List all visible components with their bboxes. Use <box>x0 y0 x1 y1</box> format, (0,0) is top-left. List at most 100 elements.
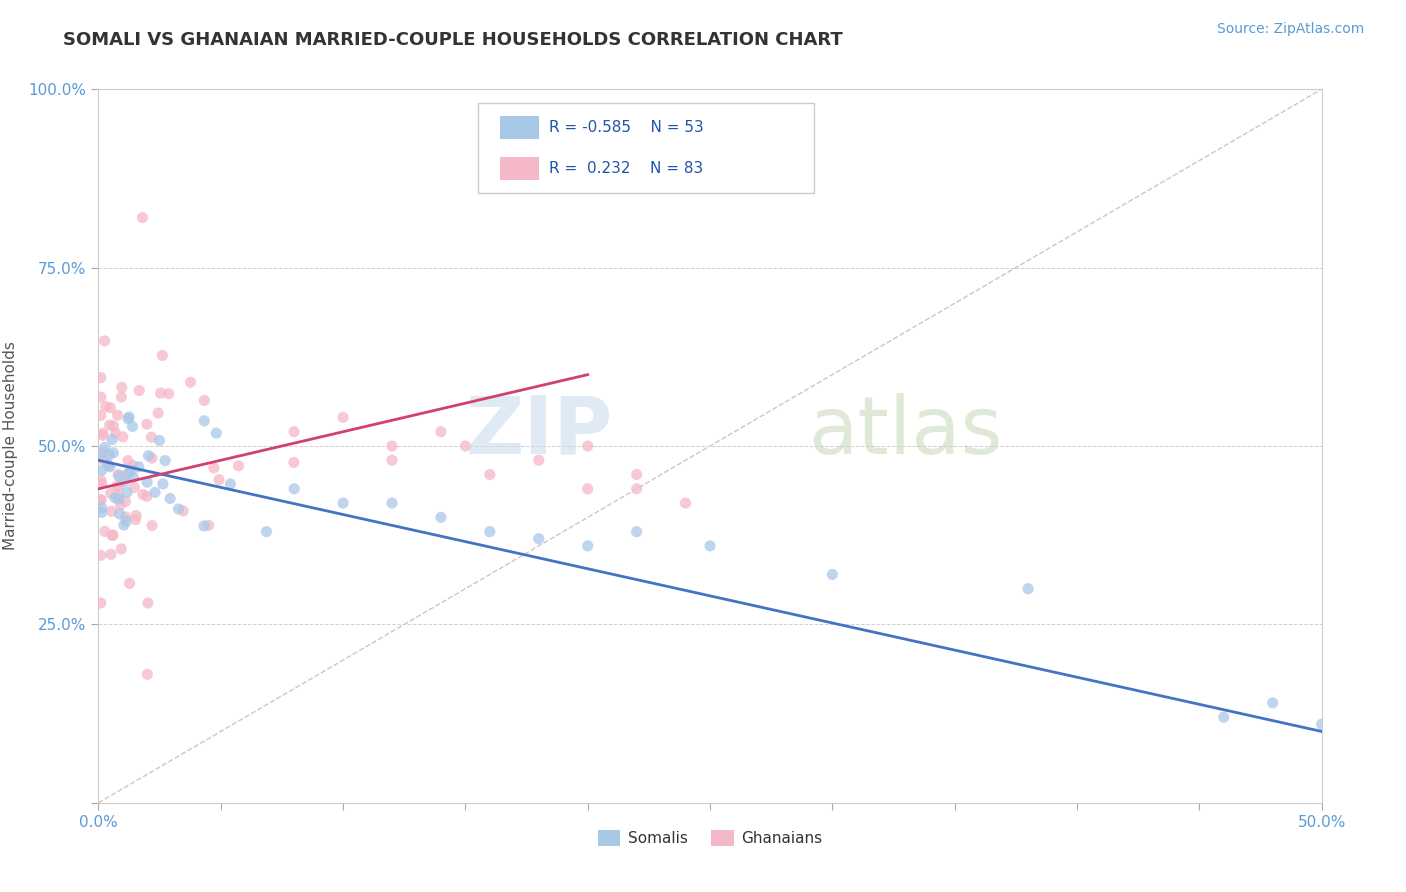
Point <box>128 384 150 398</box>
Point <box>256 524 278 539</box>
Point <box>107 491 129 506</box>
Point <box>146 406 169 420</box>
Point <box>101 528 124 542</box>
Point <box>283 455 305 469</box>
Point <box>193 519 215 533</box>
Point <box>97 458 120 473</box>
Point <box>136 475 159 490</box>
Point <box>104 491 127 505</box>
Point <box>118 409 141 424</box>
Point <box>101 433 124 447</box>
Point <box>153 453 176 467</box>
Point <box>228 458 250 473</box>
Point <box>108 469 131 483</box>
Point <box>172 504 194 518</box>
Point <box>626 467 648 482</box>
Point <box>115 514 138 528</box>
Point <box>821 567 844 582</box>
Point <box>91 428 114 442</box>
Point <box>100 547 122 561</box>
Point <box>159 491 181 506</box>
Point <box>103 446 125 460</box>
Point <box>136 596 159 610</box>
Point <box>141 518 163 533</box>
Text: Source: ZipAtlas.com: Source: ZipAtlas.com <box>1216 22 1364 37</box>
Point <box>219 476 242 491</box>
Point <box>128 459 150 474</box>
Point <box>381 439 404 453</box>
Point <box>110 498 132 512</box>
Text: SOMALI VS GHANAIAN MARRIED-COUPLE HOUSEHOLDS CORRELATION CHART: SOMALI VS GHANAIAN MARRIED-COUPLE HOUSEH… <box>63 31 844 49</box>
Point <box>197 518 219 533</box>
Text: atlas: atlas <box>808 392 1002 471</box>
Point <box>94 400 117 414</box>
Point <box>167 502 190 516</box>
Point <box>430 510 453 524</box>
Point <box>208 473 231 487</box>
Point <box>478 524 501 539</box>
Point <box>152 476 174 491</box>
Point <box>205 426 228 441</box>
Point <box>90 370 112 384</box>
Point <box>478 467 501 482</box>
Point <box>117 453 139 467</box>
Point <box>107 489 129 503</box>
Point <box>118 466 141 480</box>
Point <box>180 376 202 390</box>
Point <box>112 518 135 533</box>
Point <box>97 457 120 471</box>
Point <box>90 501 112 516</box>
Point <box>430 425 453 439</box>
Point <box>108 507 131 521</box>
Point <box>699 539 721 553</box>
Point <box>98 459 121 474</box>
Point <box>150 348 173 362</box>
Point <box>527 453 550 467</box>
Point <box>143 485 166 500</box>
Point <box>149 386 172 401</box>
Point <box>125 508 148 523</box>
Point <box>90 409 112 423</box>
Point <box>90 447 112 461</box>
Point <box>90 476 112 491</box>
Point <box>283 482 305 496</box>
Point <box>157 386 180 401</box>
Point <box>202 461 225 475</box>
Point <box>91 426 114 441</box>
Point <box>118 576 141 591</box>
Point <box>138 449 160 463</box>
Point <box>90 505 112 519</box>
Point <box>1017 582 1039 596</box>
Point <box>527 532 550 546</box>
Point <box>111 430 134 444</box>
Point <box>90 474 112 488</box>
Point <box>110 541 132 556</box>
Point <box>114 494 136 508</box>
Point <box>114 475 136 489</box>
Point <box>111 380 134 394</box>
Point <box>90 463 112 477</box>
Point <box>115 485 138 500</box>
Point <box>103 418 125 433</box>
Point <box>122 470 145 484</box>
Point <box>98 401 121 415</box>
Point <box>100 486 122 500</box>
Point <box>675 496 697 510</box>
Point <box>626 524 648 539</box>
Point <box>93 453 115 467</box>
Point <box>93 334 115 348</box>
Point <box>148 434 170 448</box>
Text: R =  0.232    N = 83: R = 0.232 N = 83 <box>548 161 703 176</box>
Point <box>124 481 146 495</box>
Point <box>107 409 129 423</box>
Point <box>93 445 115 459</box>
Point <box>104 426 127 441</box>
FancyBboxPatch shape <box>478 103 814 193</box>
Point <box>1212 710 1234 724</box>
Point <box>626 482 648 496</box>
Point <box>90 596 112 610</box>
Point <box>117 411 139 425</box>
Point <box>332 496 354 510</box>
Legend: Somalis, Ghanaians: Somalis, Ghanaians <box>592 824 828 852</box>
Point <box>381 453 404 467</box>
